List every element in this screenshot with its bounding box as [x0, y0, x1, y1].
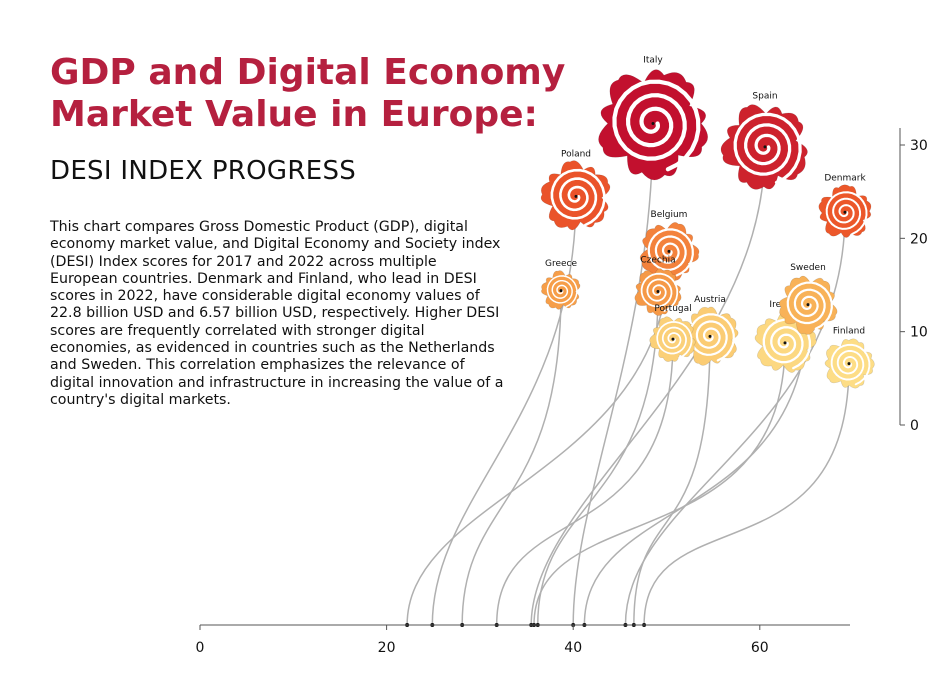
page-subtitle: DESI INDEX PROGRESS — [50, 156, 357, 186]
stem-sweden — [583, 304, 809, 626]
y-tick-label: 20 — [910, 231, 928, 247]
rose-finland[interactable]: Finland — [824, 326, 875, 389]
stem-layer — [405, 123, 850, 627]
rose-center — [651, 122, 655, 126]
rose-center — [783, 341, 787, 345]
rose-spiral — [612, 79, 701, 172]
x-axis: 0 20 40 60 — [196, 624, 850, 656]
rose-spiral — [786, 281, 833, 330]
rose-center — [656, 290, 660, 294]
stem-spain — [530, 146, 766, 626]
rose-spiral — [647, 228, 694, 277]
stem-portugal — [495, 339, 674, 626]
rose-greece[interactable]: Greece — [541, 259, 581, 310]
rose-center — [843, 210, 847, 214]
rose-sweden[interactable]: Sweden — [779, 263, 838, 335]
rose-spiral — [733, 112, 802, 185]
rose-center — [763, 145, 767, 149]
y-tick-label: 10 — [910, 325, 928, 341]
stem-ireland — [533, 342, 786, 626]
rose-spiral — [688, 313, 735, 362]
country-label-belgium: Belgium — [651, 210, 688, 220]
rose-czechia[interactable]: Czechia — [634, 256, 682, 316]
rose-center — [671, 337, 675, 341]
rose-spiral — [762, 318, 812, 370]
rose-center — [559, 289, 563, 293]
y-tick-label: 30 — [910, 138, 928, 154]
rose-austria[interactable]: Austria — [680, 295, 739, 366]
x-tick-label: 0 — [196, 640, 205, 656]
rose-center — [574, 194, 578, 198]
page-title: GDP and Digital Economy Market Value in … — [50, 52, 610, 136]
rose-spiral — [830, 343, 871, 386]
rose-spiral — [546, 275, 578, 308]
country-label-italy: Italy — [643, 56, 663, 66]
rose-spiral — [550, 168, 606, 227]
rose-center — [667, 249, 671, 253]
x-tick-label: 40 — [564, 640, 582, 656]
country-label-sweden: Sweden — [790, 263, 826, 273]
rose-spiral — [656, 321, 693, 359]
rose-center — [708, 334, 712, 338]
stem-czechia — [536, 291, 659, 626]
country-label-austria: Austria — [694, 295, 726, 305]
country-label-czechia: Czechia — [640, 256, 675, 266]
country-label-spain: Spain — [752, 91, 777, 101]
x-tick-label: 60 — [751, 640, 769, 656]
country-label-poland: Poland — [561, 149, 591, 159]
country-label-portugal: Portugal — [654, 304, 691, 314]
stem-italy — [572, 123, 654, 626]
rose-denmark[interactable]: Denmark — [818, 174, 872, 238]
rose-layer: ItalySpainPolandIrelandBelgiumSwedenAust… — [540, 56, 875, 389]
rose-spiral — [825, 191, 868, 235]
rose-center — [806, 303, 810, 307]
stem-greece — [461, 290, 562, 626]
stem-finland — [643, 363, 850, 626]
title-line-2: Market Value in Europe: — [50, 94, 538, 135]
rose-portugal[interactable]: Portugal — [649, 304, 696, 362]
country-label-greece: Greece — [545, 259, 577, 269]
y-axis: 0 10 20 30 — [899, 128, 928, 434]
country-label-denmark: Denmark — [824, 174, 866, 184]
rose-center — [847, 362, 851, 366]
rose-spiral — [640, 272, 679, 312]
country-label-finland: Finland — [833, 326, 865, 336]
rose-italy[interactable]: Italy — [598, 56, 709, 181]
chart-description: This chart compares Gross Domestic Produ… — [50, 219, 504, 408]
title-line-1: GDP and Digital Economy — [50, 52, 566, 93]
y-tick-label: 0 — [910, 418, 919, 434]
rose-spain[interactable]: Spain — [720, 91, 808, 190]
rose-poland[interactable]: Poland — [540, 149, 611, 231]
x-tick-label: 20 — [378, 640, 396, 656]
stem-austria — [633, 336, 711, 626]
